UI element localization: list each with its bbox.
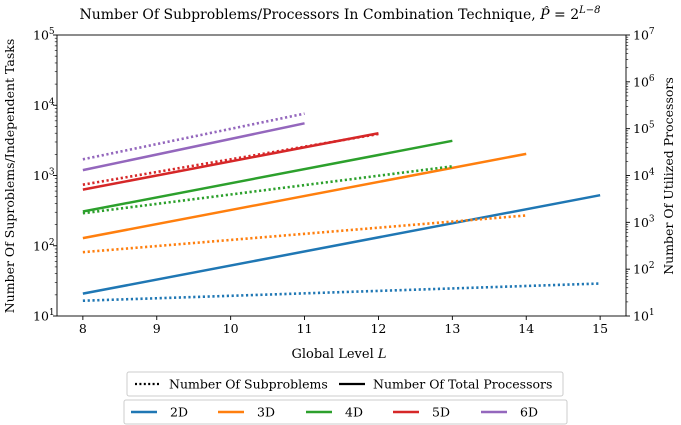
x-tick-label: 11: [297, 321, 313, 336]
x-tick-label: 10: [223, 321, 239, 336]
series-5d-processors: [82, 131, 379, 191]
y-tick-label-right: 105: [633, 121, 655, 137]
y-tick-label-left: 103: [33, 168, 55, 184]
y-tick-label-left: 105: [33, 27, 55, 43]
series-3d-processors: [82, 152, 527, 240]
series-2d-subproblems: [82, 282, 601, 303]
legend-subproblems-label: Number Of Subproblems: [169, 377, 328, 392]
y-tick-label-right: 102: [633, 261, 655, 277]
plot-area: 8 9 10 11 12 13 14 15 101 102 103 104 105 101 102 103…: [33, 27, 655, 336]
x-tick-label: 12: [370, 321, 386, 336]
x-tick-label: 15: [592, 321, 608, 336]
legend-dimensions-box: [123, 399, 568, 425]
y-axis-left: 101 102 103 104 105: [33, 27, 57, 324]
legend-linestyle: Number Of Subproblems Number Of Total Pr…: [126, 371, 564, 397]
y-tick-label-left: 101: [33, 308, 55, 324]
legend-5d-label: 5D: [432, 405, 450, 420]
y-axis-right-label: Number Of Utilized Processors: [661, 77, 676, 275]
legend-2d-label: 2D: [170, 405, 188, 420]
x-tick-label: 13: [444, 321, 460, 336]
x-axis-label: Global Level L: [291, 347, 386, 362]
y-tick-label-right: 107: [633, 27, 655, 43]
y-axis-right: 101 102 103 104 105 106 107: [626, 27, 655, 324]
series-4d-processors: [82, 139, 453, 213]
y-tick-label-right: 101: [633, 308, 655, 324]
x-axis: 8 9 10 11 12 13 14 15: [79, 316, 608, 336]
y-tick-label-right: 103: [633, 214, 655, 230]
series-6d-subproblems: [82, 112, 305, 161]
y-tick-label-left: 104: [33, 97, 55, 113]
x-tick-label: 9: [153, 321, 161, 336]
y-tick-label-right: 106: [633, 74, 655, 90]
series-2d-processors: [82, 193, 601, 295]
series-6d-processors: [82, 122, 305, 172]
series-4d-subproblems: [82, 165, 453, 215]
x-tick-label: 8: [79, 321, 87, 336]
y-axis-left-label: Number Of Suproblems/Independent Tasks: [2, 39, 17, 314]
legend-processors-label: Number Of Total Processors: [373, 377, 552, 392]
series-3d-subproblems: [82, 214, 527, 254]
legend-dimensions: 2D 3D 4D 5D 6D: [123, 399, 568, 425]
legend-3d-label: 3D: [257, 405, 275, 420]
legend-4d-label: 4D: [345, 405, 363, 420]
series-layer: [82, 112, 601, 303]
y-tick-label-right: 104: [633, 168, 655, 184]
x-tick-label: 14: [518, 321, 534, 336]
chart-title: Number Of Subproblems/Processors In Comb…: [79, 5, 600, 23]
y-tick-label-left: 102: [33, 238, 55, 254]
legend-6d-label: 6D: [520, 405, 538, 420]
plot-frame: [56, 34, 627, 317]
